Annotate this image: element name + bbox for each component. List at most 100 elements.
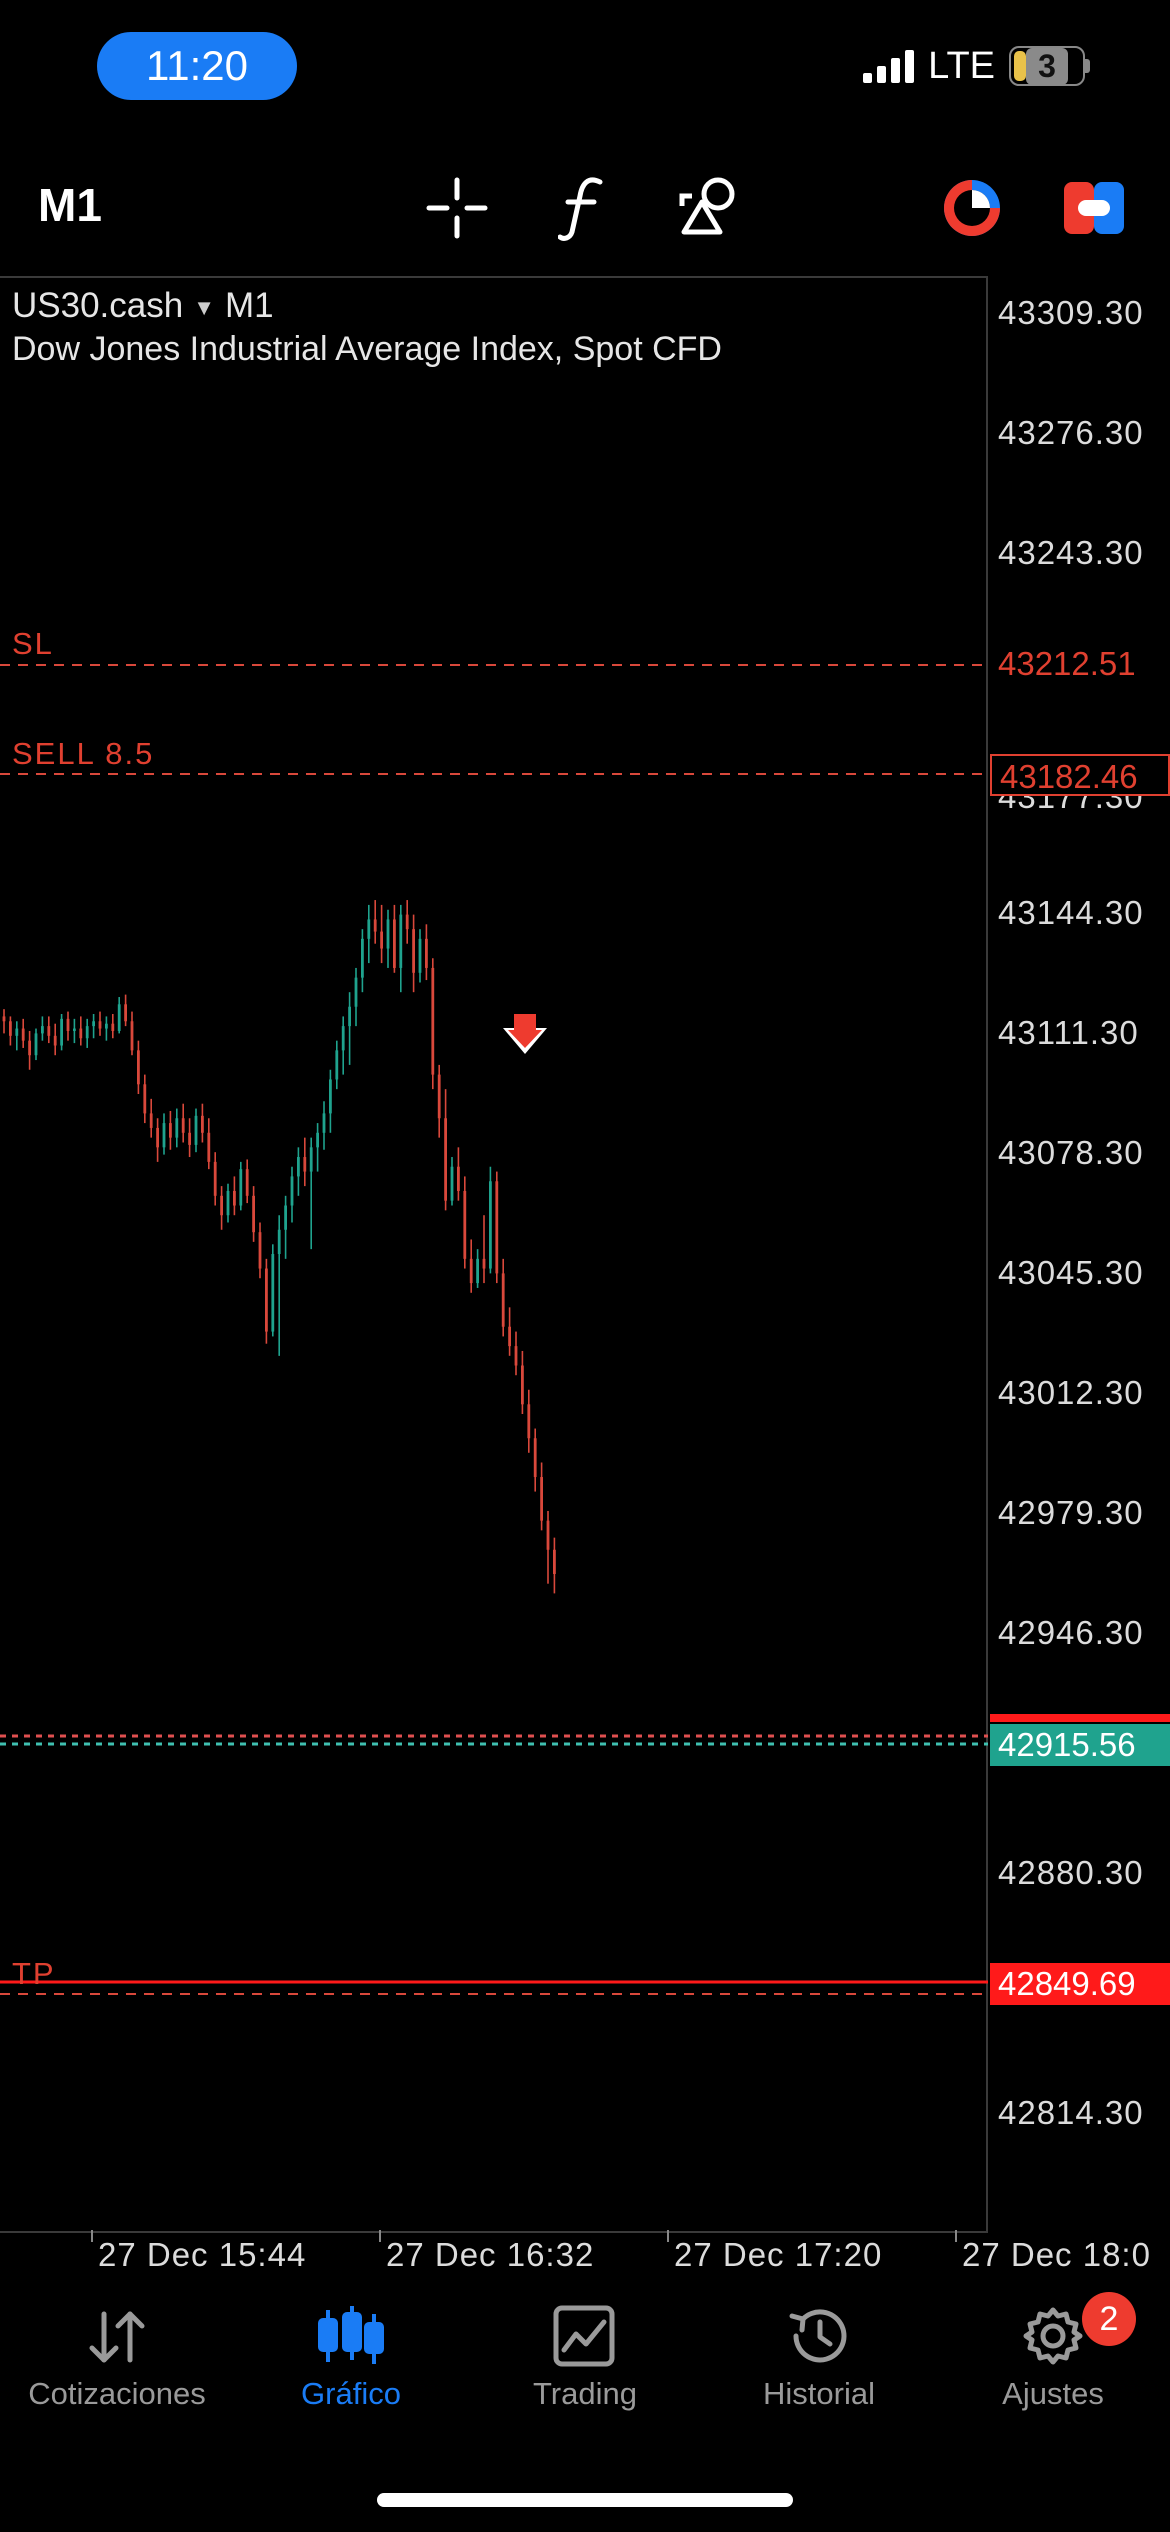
candle-body <box>201 1115 204 1133</box>
battery-icon: 3 <box>1009 46 1090 86</box>
candle-body <box>303 1157 307 1172</box>
candle-body <box>527 1404 531 1439</box>
timeframe-button[interactable]: M1 <box>38 179 102 231</box>
price-tick: 43309.30 <box>998 294 1144 331</box>
candle-body <box>476 1258 479 1284</box>
candle-body <box>21 1028 25 1041</box>
symbol-selector[interactable]: US30.cash ▼ M1 <box>12 286 274 326</box>
candle-body <box>412 929 415 973</box>
candle-body <box>444 1118 447 1201</box>
sell-price-tag: 43182.46 <box>990 754 1170 796</box>
price-tick: 43243.30 <box>998 534 1144 571</box>
candle-body <box>162 1123 166 1148</box>
nav-label: Historial <box>763 2376 875 2411</box>
candle-body <box>66 1018 70 1031</box>
candle-body <box>130 1021 134 1051</box>
time-tick: 27 Dec 17:20 <box>674 2236 883 2273</box>
nav-history[interactable]: Historial <box>702 2290 936 2440</box>
candle-body <box>117 1004 121 1031</box>
candle-body <box>34 1033 38 1056</box>
candle-body <box>137 1050 140 1085</box>
candle-body <box>194 1115 198 1145</box>
candle-body <box>380 931 383 949</box>
candle-body <box>41 1026 44 1034</box>
tp-price-tag: 42849.69 <box>990 1963 1170 2005</box>
nav-label: Ajustes <box>1002 2376 1104 2411</box>
candle-body <box>297 1157 300 1177</box>
candle-body <box>265 1268 268 1332</box>
candle-body <box>329 1079 332 1114</box>
symbol-description: Dow Jones Industrial Average Index, Spot… <box>12 330 722 368</box>
status-time: 11:20 <box>97 32 297 100</box>
nav-trading[interactable]: Trading <box>468 2290 702 2440</box>
time-tick: 27 Dec 18:0 <box>962 2236 1151 2273</box>
chart-timeframe: M1 <box>225 286 274 325</box>
price-chart <box>0 664 988 1995</box>
bid-price-tag: 42915.56 <box>990 1724 1170 1766</box>
gear-icon <box>1023 2307 1083 2365</box>
sell-arrow-icon <box>503 1014 547 1054</box>
candle-body <box>181 1118 185 1133</box>
candle-body <box>213 1161 217 1196</box>
price-tick: 42946.30 <box>998 1614 1144 1651</box>
clock-icon[interactable] <box>940 176 1004 240</box>
bottom-nav: Cotizaciones Gráfico Trading Historial <box>0 2290 1170 2440</box>
candle-body <box>85 1026 89 1039</box>
chevron-down-icon: ▼ <box>193 294 215 320</box>
nav-settings[interactable]: Ajustes 2 <box>936 2290 1170 2440</box>
candle-body <box>207 1132 211 1162</box>
candle-body <box>220 1195 223 1216</box>
candle-body <box>252 1195 255 1233</box>
candle-body <box>533 1438 537 1478</box>
candle-body <box>540 1477 543 1521</box>
sl-label: SL <box>12 626 54 661</box>
nav-quotes[interactable]: Cotizaciones <box>0 2290 234 2440</box>
candle-body <box>437 1074 441 1119</box>
network-type: LTE <box>928 44 995 87</box>
candle-body <box>469 1258 473 1284</box>
nav-chart[interactable]: Gráfico <box>234 2290 468 2440</box>
candle-body <box>245 1169 249 1196</box>
candle-body <box>386 919 390 949</box>
candle-body <box>431 967 435 1075</box>
candle-body <box>418 938 422 973</box>
candle-body <box>226 1190 230 1216</box>
candles <box>2 900 556 1594</box>
symbol-name: US30.cash <box>12 286 184 325</box>
candle-body <box>373 919 377 932</box>
arrows-icon <box>89 2311 145 2363</box>
status-indicators: LTE 3 <box>863 44 1090 87</box>
candle-body <box>463 1190 467 1259</box>
candle-body <box>53 1035 57 1046</box>
objects-icon[interactable] <box>678 172 742 240</box>
one-click-trading-icon[interactable] <box>1062 180 1126 236</box>
candle-body <box>399 914 403 968</box>
candle-body <box>309 1147 313 1172</box>
candle-body <box>514 1346 518 1366</box>
candle-body <box>169 1123 172 1138</box>
price-tick: 43078.30 <box>998 1134 1144 1171</box>
ask-price-tag <box>990 1714 1170 1722</box>
candle-body <box>290 1176 294 1206</box>
candle-body <box>105 1023 108 1029</box>
candle-body <box>348 1006 351 1027</box>
candle-body <box>92 1021 95 1027</box>
candle-body <box>361 938 364 978</box>
price-tick: 43144.30 <box>998 894 1144 931</box>
candle-body <box>60 1018 63 1046</box>
candle-body <box>73 1028 76 1031</box>
status-time-text: 11:20 <box>146 42 248 89</box>
notification-badge: 2 <box>1082 2292 1136 2346</box>
candle-body <box>47 1026 51 1036</box>
price-tick: 43276.30 <box>998 414 1144 451</box>
crosshair-icon[interactable] <box>425 176 489 240</box>
home-indicator <box>377 2493 793 2507</box>
chart-area[interactable] <box>0 276 988 2233</box>
nav-label: Cotizaciones <box>28 2376 206 2411</box>
nav-label: Gráfico <box>301 2376 401 2411</box>
candle-body <box>111 1023 115 1031</box>
price-tick: 43045.30 <box>998 1254 1144 1291</box>
candle-body <box>143 1084 147 1114</box>
candle-body <box>521 1365 524 1405</box>
indicators-icon[interactable] <box>558 174 608 242</box>
